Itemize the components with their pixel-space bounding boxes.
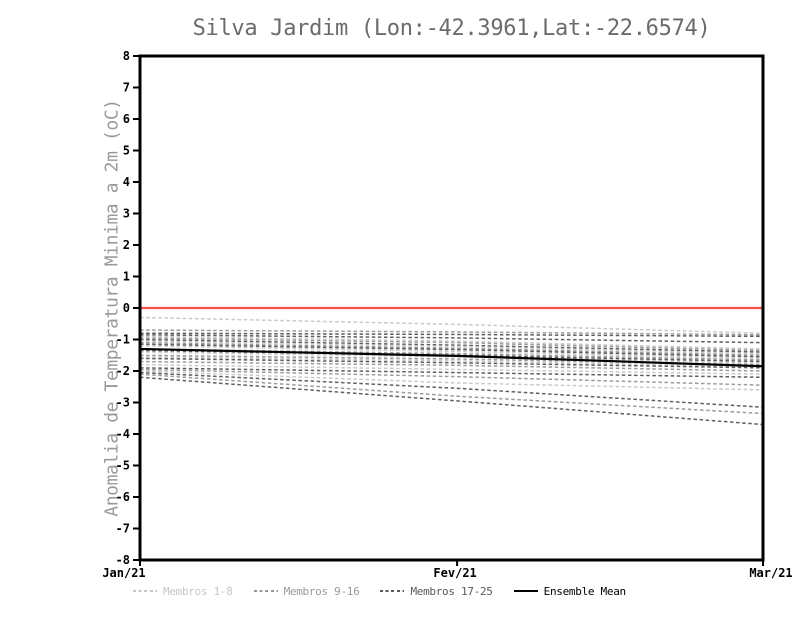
y-tick-label: -5 [116, 459, 130, 473]
dashed-line-swatch-members-9-16 [253, 590, 278, 592]
x-tick-label: Fev/21 [433, 566, 476, 580]
y-tick-label: 1 [123, 270, 130, 284]
x-tick-label: Jan/21 [102, 566, 145, 580]
y-tick-label: 3 [123, 207, 130, 221]
member-line [139, 356, 764, 368]
x-tick-label: Mar/21 [749, 566, 792, 580]
y-axis-ticks: 8 7 6 5 4 3 2 1 0 -1 -2 -3 -4 -5 -6 -7 -8 [116, 49, 140, 567]
legend-label-members-9-16: Membros 9-16 [283, 584, 360, 598]
member-line [139, 373, 764, 415]
ensemble-mean-line [139, 347, 764, 368]
member-line [139, 341, 764, 356]
member-line [139, 367, 764, 379]
legend-item-ensemble-mean: Ensemble Mean [513, 584, 627, 598]
member-line [139, 368, 764, 386]
member-line [139, 335, 764, 350]
member-line [139, 316, 764, 334]
x-axis-ticks: Jan/21 Fev/21 Mar/21 [102, 560, 793, 580]
member-line [139, 371, 764, 408]
y-tick-label: 7 [123, 81, 130, 95]
legend-item-members-1-8: Membros 1-8 [133, 585, 233, 598]
y-tick-label: -7 [116, 522, 130, 536]
legend-item-members-17-25: Membros 17-25 [380, 584, 493, 598]
dashed-line-swatch-members-17-25 [380, 590, 405, 592]
member-line [139, 337, 764, 352]
y-tick-label: -8 [116, 553, 130, 567]
member-line [139, 351, 764, 364]
member-line [139, 345, 764, 360]
y-tick-label: -1 [116, 333, 130, 347]
y-tick-label: 6 [123, 112, 130, 126]
member-line [139, 360, 764, 372]
member-line [139, 332, 764, 338]
y-tick-label: -6 [116, 490, 130, 504]
solid-line-swatch-ensemble-mean [513, 590, 538, 592]
legend-label-members-17-25: Membros 17-25 [410, 584, 493, 598]
y-tick-label: -4 [116, 427, 130, 441]
member-line [139, 376, 764, 426]
member-lines [139, 316, 764, 426]
member-line [139, 343, 764, 358]
legend-label-members-1-8: Membros 1-8 [163, 584, 233, 598]
member-line [139, 334, 764, 344]
y-tick-label: 4 [123, 175, 130, 189]
y-tick-label: 0 [123, 301, 130, 315]
y-tick-label: 2 [123, 238, 130, 252]
legend-item-members-9-16: Membros 9-16 [253, 584, 360, 598]
legend: Membros 1-8 Membros 9-16 Membros 17-25 E… [133, 583, 626, 599]
member-line [139, 370, 764, 391]
page-title: Silva Jardim (Lon:-42.3961,Lat:-22.6574) [192, 16, 711, 41]
member-line [139, 338, 764, 353]
y-tick-label: 8 [123, 49, 130, 63]
dashed-line-swatch-members-1-8 [133, 590, 157, 592]
member-line [139, 329, 764, 336]
member-line [139, 340, 764, 355]
member-line [139, 357, 764, 369]
legend-label-ensemble-mean: Ensemble Mean [543, 584, 627, 598]
y-tick-label: 5 [123, 144, 130, 158]
y-tick-label: -2 [116, 364, 130, 378]
y-tick-label: -3 [116, 396, 130, 410]
member-line [139, 363, 764, 375]
